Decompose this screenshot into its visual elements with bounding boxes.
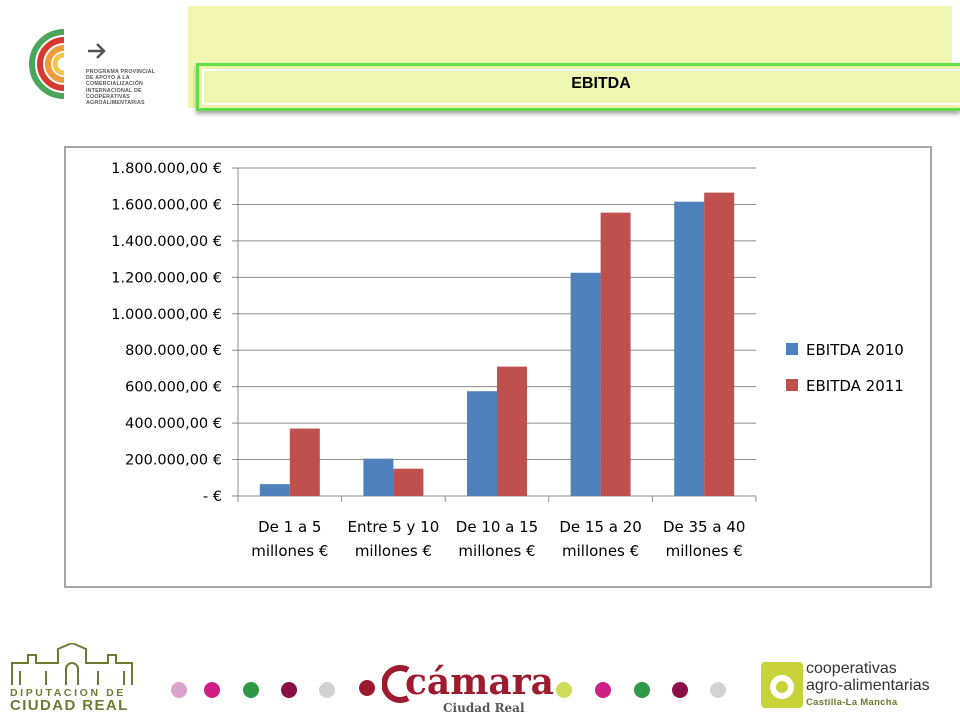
camara-logo-sub: Ciudad Real <box>443 701 525 715</box>
program-logo: PROGRAMA PROVINCIAL DE APOYO A LA COMERC… <box>24 24 174 114</box>
y-tick-label: 1.800.000,00 € <box>111 161 222 177</box>
program-logo-rings <box>29 29 65 99</box>
y-tick-label: 1.600.000,00 € <box>111 197 222 213</box>
x-tick-label: millones € <box>251 542 328 560</box>
bar <box>704 192 735 496</box>
decorative-dot <box>595 682 611 698</box>
y-tick-label: 1.000.000,00 € <box>111 307 222 323</box>
cooperativas-logo-icon <box>761 662 803 708</box>
x-tick-label: millones € <box>458 542 535 560</box>
decorative-dot <box>319 682 335 698</box>
x-tick-label: De 35 a 40 <box>663 518 745 536</box>
x-tick-label: De 10 a 15 <box>456 518 538 536</box>
x-tick-label: Entre 5 y 10 <box>348 518 440 536</box>
cooperativas-line1: cooperativas <box>806 660 897 677</box>
cooperativas-line3: Castilla-La Mancha <box>806 697 898 708</box>
legend-swatch <box>786 343 798 355</box>
x-tick-label: De 15 a 20 <box>559 518 641 536</box>
bar-chart: - € 200.000,00 € 400.000,00 € 600.000,00 € 8… <box>111 161 904 560</box>
y-tick-label: 800.000,00 € <box>125 343 222 359</box>
bar <box>289 428 320 496</box>
bar <box>393 468 424 496</box>
bar <box>259 484 290 496</box>
bar <box>600 212 631 496</box>
title-bar <box>196 63 960 111</box>
legend-entry: EBITDA 2011 <box>806 377 904 395</box>
y-tick-label: 400.000,00 € <box>125 416 222 432</box>
bar <box>363 458 394 496</box>
camara-logo-word: cámara <box>405 661 554 703</box>
arrow-right-icon <box>88 43 106 59</box>
legend-swatch <box>786 379 798 391</box>
page-title: EBITDA <box>571 75 631 92</box>
bar <box>570 272 601 496</box>
camara-logo-icon <box>382 665 410 703</box>
y-tick-label: - € <box>203 489 222 505</box>
x-tick-label: De 1 a 5 <box>258 518 321 536</box>
x-tick-label: millones € <box>562 542 639 560</box>
decorative-dot <box>243 682 259 698</box>
y-tick-label: 600.000,00 € <box>125 380 222 396</box>
x-tick-label: millones € <box>355 542 432 560</box>
decorative-dot <box>556 682 572 698</box>
diputacion-line1: DIPUTACION DE <box>10 687 126 699</box>
decorative-dot <box>359 680 375 696</box>
bar <box>497 366 527 496</box>
diputacion-line2: CIUDAD REAL <box>10 697 129 714</box>
y-tick-label: 1.200.000,00 € <box>111 270 222 286</box>
x-tick-label: millones € <box>666 542 743 560</box>
decorative-dot <box>204 682 220 698</box>
decorative-dot <box>710 682 726 698</box>
diputacion-building-icon <box>11 643 133 685</box>
bar <box>674 201 705 496</box>
bar <box>467 391 497 496</box>
decorative-dot <box>672 682 688 698</box>
program-logo-text: PROGRAMA PROVINCIAL DE APOYO A LA COMERC… <box>86 69 156 107</box>
decorative-dot <box>281 682 297 698</box>
decorative-dot <box>171 682 187 698</box>
y-tick-label: 1.400.000,00 € <box>111 234 222 250</box>
decorative-dot <box>634 682 650 698</box>
y-tick-label: 200.000,00 € <box>125 453 222 469</box>
cooperativas-line2: agro-alimentarias <box>806 677 930 694</box>
chart-frame: - € 200.000,00 € 400.000,00 € 600.000,00 € 8… <box>64 146 932 588</box>
legend-entry: EBITDA 2010 <box>806 341 904 359</box>
